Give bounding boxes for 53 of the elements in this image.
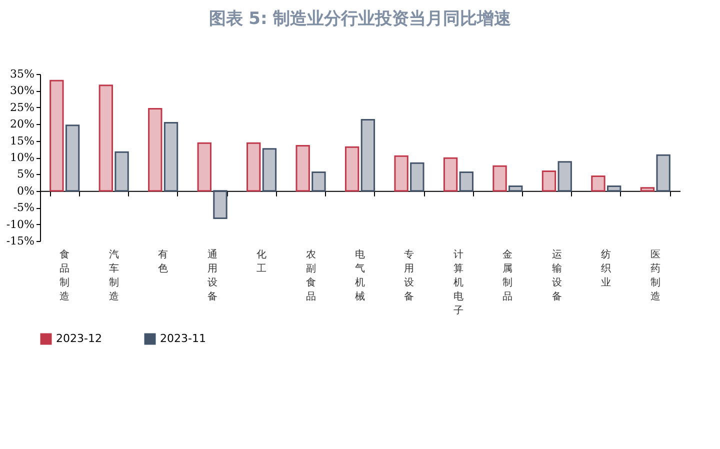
bar xyxy=(606,185,622,192)
y-tick-label: 20% xyxy=(10,118,34,131)
y-tick-label: 30% xyxy=(10,84,34,98)
bar xyxy=(640,187,655,192)
bar xyxy=(459,171,474,192)
bar xyxy=(542,170,556,192)
bar xyxy=(591,175,606,192)
y-tick-label: -15% xyxy=(6,234,34,248)
x-tick-label: 医药制造 xyxy=(650,250,660,302)
legend-label: 2023-12 xyxy=(56,332,102,345)
bar xyxy=(508,185,523,192)
legend-label: 2023-11 xyxy=(160,332,206,345)
x-tick-label: 金属制品 xyxy=(502,248,513,302)
x-tick-label: 汽车制造 xyxy=(108,248,119,302)
bar xyxy=(65,124,80,192)
x-tick-label: 纺织业 xyxy=(601,248,612,288)
bar xyxy=(296,145,310,192)
x-tick-label: 电气机械 xyxy=(355,248,365,302)
y-tick-label: -10% xyxy=(6,218,34,231)
bar xyxy=(164,122,178,192)
bar xyxy=(558,161,572,192)
bar xyxy=(410,162,424,192)
y-tick-label: 10% xyxy=(10,151,34,164)
bar xyxy=(148,108,162,192)
x-tick-label: 化工 xyxy=(256,248,267,274)
y-tick-label: -5% xyxy=(13,201,34,214)
bar xyxy=(656,154,670,192)
y-tick-label: 25% xyxy=(10,100,34,114)
x-tick-label: 食品制造 xyxy=(60,248,70,302)
x-tick-label: 有色 xyxy=(158,248,168,274)
x-tick-label: 运输设备 xyxy=(552,248,562,302)
x-tick-label: 专用设备 xyxy=(404,248,414,302)
bar xyxy=(246,142,261,192)
x-tick-label: 农副食品 xyxy=(306,250,316,302)
x-tick-label: 通用设备 xyxy=(207,248,218,302)
bar xyxy=(344,146,360,192)
bar xyxy=(492,165,507,192)
bar xyxy=(443,157,458,192)
bar xyxy=(114,151,129,192)
y-tick-label: 35% xyxy=(10,68,34,80)
y-tick-label: 0% xyxy=(17,184,34,198)
bar xyxy=(312,171,326,192)
bar xyxy=(50,80,64,192)
chart-title: 图表 5: 制造业分行业投资当月同比增速 xyxy=(208,9,512,29)
y-tick-label: 15% xyxy=(10,134,34,148)
bar xyxy=(262,148,277,192)
bar xyxy=(213,190,228,220)
bar xyxy=(197,142,212,192)
bar xyxy=(360,119,376,192)
bar xyxy=(394,155,408,192)
y-tick-label: 5% xyxy=(17,168,34,181)
bar xyxy=(98,84,114,192)
x-tick-label: 计算机电子 xyxy=(453,248,464,316)
